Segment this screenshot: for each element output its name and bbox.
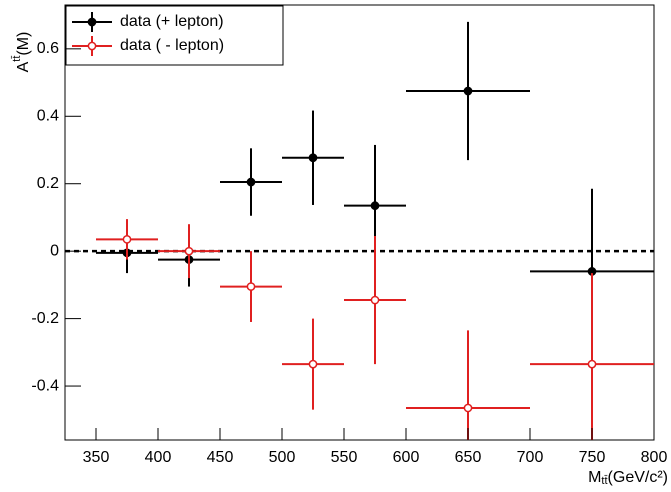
marker: [463, 403, 473, 413]
marker: [184, 246, 194, 256]
y-label-arg: (M): [15, 32, 32, 56]
x-tick-label: 350: [83, 449, 110, 466]
marker: [370, 295, 380, 305]
x-tick-label: 600: [393, 449, 420, 466]
x-tick-label: 550: [331, 449, 358, 466]
x-tick-label: 400: [145, 449, 172, 466]
marker: [246, 282, 256, 291]
marker: [308, 359, 318, 369]
marker: [246, 177, 256, 187]
marker: [122, 235, 132, 244]
y-tick-label: 0.4: [37, 107, 59, 124]
x-label-unit: (GeV/c²): [608, 469, 668, 486]
y-tick-label: -0.2: [31, 310, 59, 327]
legend-label: data (+ lepton): [120, 13, 224, 30]
x-tick-label: 800: [641, 449, 668, 466]
marker: [87, 17, 97, 27]
marker: [463, 86, 473, 96]
y-axis-label: Att̄(M): [11, 32, 33, 73]
x-label-sub: tt̄: [601, 475, 607, 487]
plot-frame: [64, 4, 655, 441]
x-tick-label: 700: [517, 449, 544, 466]
y-tick-label: 0: [50, 242, 59, 259]
legend-box: [65, 5, 284, 66]
x-tick-label: 500: [269, 449, 296, 466]
marker: [87, 41, 97, 51]
y-tick-label: -0.4: [31, 377, 59, 394]
y-tick-label: 0.6: [37, 40, 59, 57]
legend: data (+ lepton) data ( - lepton): [65, 5, 284, 66]
y-label-sup: tt̄: [11, 55, 23, 61]
y-tick-label: 0.2: [37, 175, 59, 192]
y-label-main: A: [15, 61, 32, 72]
legend-label: data ( - lepton): [120, 37, 224, 54]
marker: [587, 359, 597, 369]
x-axis-label: Mtt̄(GeV/c²): [588, 469, 668, 487]
marker: [308, 153, 318, 163]
x-tick-label: 450: [207, 449, 234, 466]
x-label-main: M: [588, 469, 601, 486]
marker: [370, 201, 380, 210]
plot-area: [65, 21, 654, 440]
x-tick-label: 650: [455, 449, 482, 466]
x-tick-label: 750: [579, 449, 606, 466]
